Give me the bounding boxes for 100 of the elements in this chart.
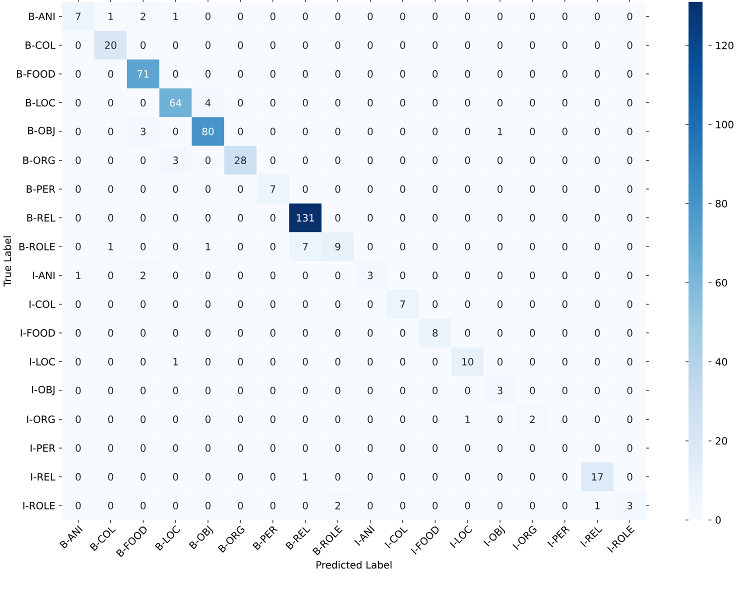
data-label: 0: [465, 242, 470, 250]
data-label: 0: [238, 502, 243, 510]
y-tick-label: B-LOC: [26, 98, 55, 106]
x-axis-title: Predicted Label: [316, 560, 392, 569]
data-label: 0: [173, 502, 178, 510]
data-label: 0: [335, 128, 340, 136]
data-label: 0: [270, 156, 276, 164]
data-label: 0: [627, 329, 632, 337]
data-label: 0: [335, 41, 340, 49]
data-label: 0: [335, 329, 340, 337]
data-label: 0: [594, 358, 600, 366]
data-label: 0: [368, 98, 373, 106]
data-label: 0: [530, 272, 535, 280]
data-label: 0: [594, 444, 600, 452]
data-label: 0: [173, 272, 178, 280]
data-label: 0: [302, 41, 308, 49]
data-label: 0: [205, 70, 211, 78]
data-label: 0: [400, 185, 406, 193]
data-label: 0: [108, 473, 114, 481]
data-label: 0: [302, 300, 308, 308]
data-label: 0: [497, 185, 503, 193]
data-label: 0: [432, 502, 438, 510]
data-label: 0: [140, 473, 146, 481]
data-label: 0: [302, 502, 308, 510]
data-label: 0: [465, 386, 470, 394]
data-label: 0: [335, 416, 340, 424]
data-label: 0: [140, 358, 146, 366]
data-label: 0: [562, 300, 568, 308]
data-label: 0: [627, 12, 632, 20]
data-label: 0: [270, 98, 276, 106]
data-label: 0: [238, 185, 243, 193]
data-label: 0: [368, 358, 373, 366]
data-label: 1: [108, 242, 113, 250]
data-label: 0: [400, 272, 406, 280]
data-label: 0: [270, 358, 276, 366]
data-label: 0: [140, 242, 146, 250]
data-label: 3: [368, 272, 373, 280]
data-label: 0: [270, 386, 276, 394]
y-tick-label: B-ROLE: [19, 242, 55, 250]
data-label: 0: [627, 214, 632, 222]
data-label: 0: [432, 156, 438, 164]
data-label: 0: [400, 156, 406, 164]
data-label: 0: [335, 12, 340, 20]
data-label: 0: [432, 473, 438, 481]
data-label: 0: [497, 70, 503, 78]
data-label: 0: [562, 329, 568, 337]
data-label: 0: [173, 473, 178, 481]
data-label: 0: [594, 185, 600, 193]
data-label: 0: [140, 41, 146, 49]
data-label: 0: [400, 416, 406, 424]
data-label: 0: [76, 185, 81, 193]
data-label: 3: [173, 156, 178, 164]
data-label: 0: [627, 242, 632, 250]
data-label: 2: [530, 416, 535, 423]
data-label: 0: [530, 41, 535, 49]
data-label: 0: [400, 12, 406, 20]
data-label: 1: [108, 12, 113, 20]
data-label: 0: [400, 386, 406, 394]
data-label: 0: [400, 98, 406, 106]
data-label: 0: [627, 358, 632, 366]
data-label: 0: [140, 300, 146, 308]
data-label: 0: [400, 70, 406, 78]
data-label: 0: [594, 416, 600, 424]
data-label: 0: [594, 156, 600, 164]
data-label: 0: [238, 70, 243, 78]
data-label: 0: [238, 98, 243, 106]
data-label: 0: [400, 214, 406, 222]
data-label: 0: [76, 70, 81, 78]
data-label: 0: [627, 41, 632, 49]
data-label: 0: [140, 502, 146, 510]
data-label: 0: [205, 12, 211, 20]
data-label: 0: [627, 416, 632, 424]
data-label: 0: [400, 473, 406, 481]
data-label: 0: [562, 41, 568, 49]
data-label: 0: [270, 502, 276, 510]
data-label: 0: [497, 473, 503, 481]
data-label: 0: [335, 473, 340, 481]
data-label: 0: [368, 444, 373, 452]
data-label: 0: [108, 358, 114, 366]
data-label: 0: [270, 12, 276, 20]
data-label: 0: [335, 185, 340, 193]
data-label: 0: [140, 214, 146, 222]
data-label: 0: [173, 41, 178, 49]
data-label: 0: [497, 416, 503, 424]
data-label: 0: [270, 300, 276, 308]
data-label: 0: [238, 473, 243, 481]
data-label: 0: [627, 98, 632, 106]
data-label: 0: [238, 358, 243, 366]
data-label: 7: [302, 242, 308, 250]
data-label: 3: [627, 502, 632, 510]
data-label: 1: [206, 242, 210, 250]
data-label: 0: [432, 386, 438, 394]
data-label: 0: [530, 70, 535, 78]
data-label: 0: [530, 128, 535, 136]
data-label: 0: [465, 70, 470, 78]
data-label: 0: [205, 358, 211, 366]
data-label: 0: [530, 444, 535, 452]
data-label: 0: [465, 128, 470, 136]
data-label: 0: [432, 300, 438, 308]
data-label: 0: [335, 444, 340, 452]
